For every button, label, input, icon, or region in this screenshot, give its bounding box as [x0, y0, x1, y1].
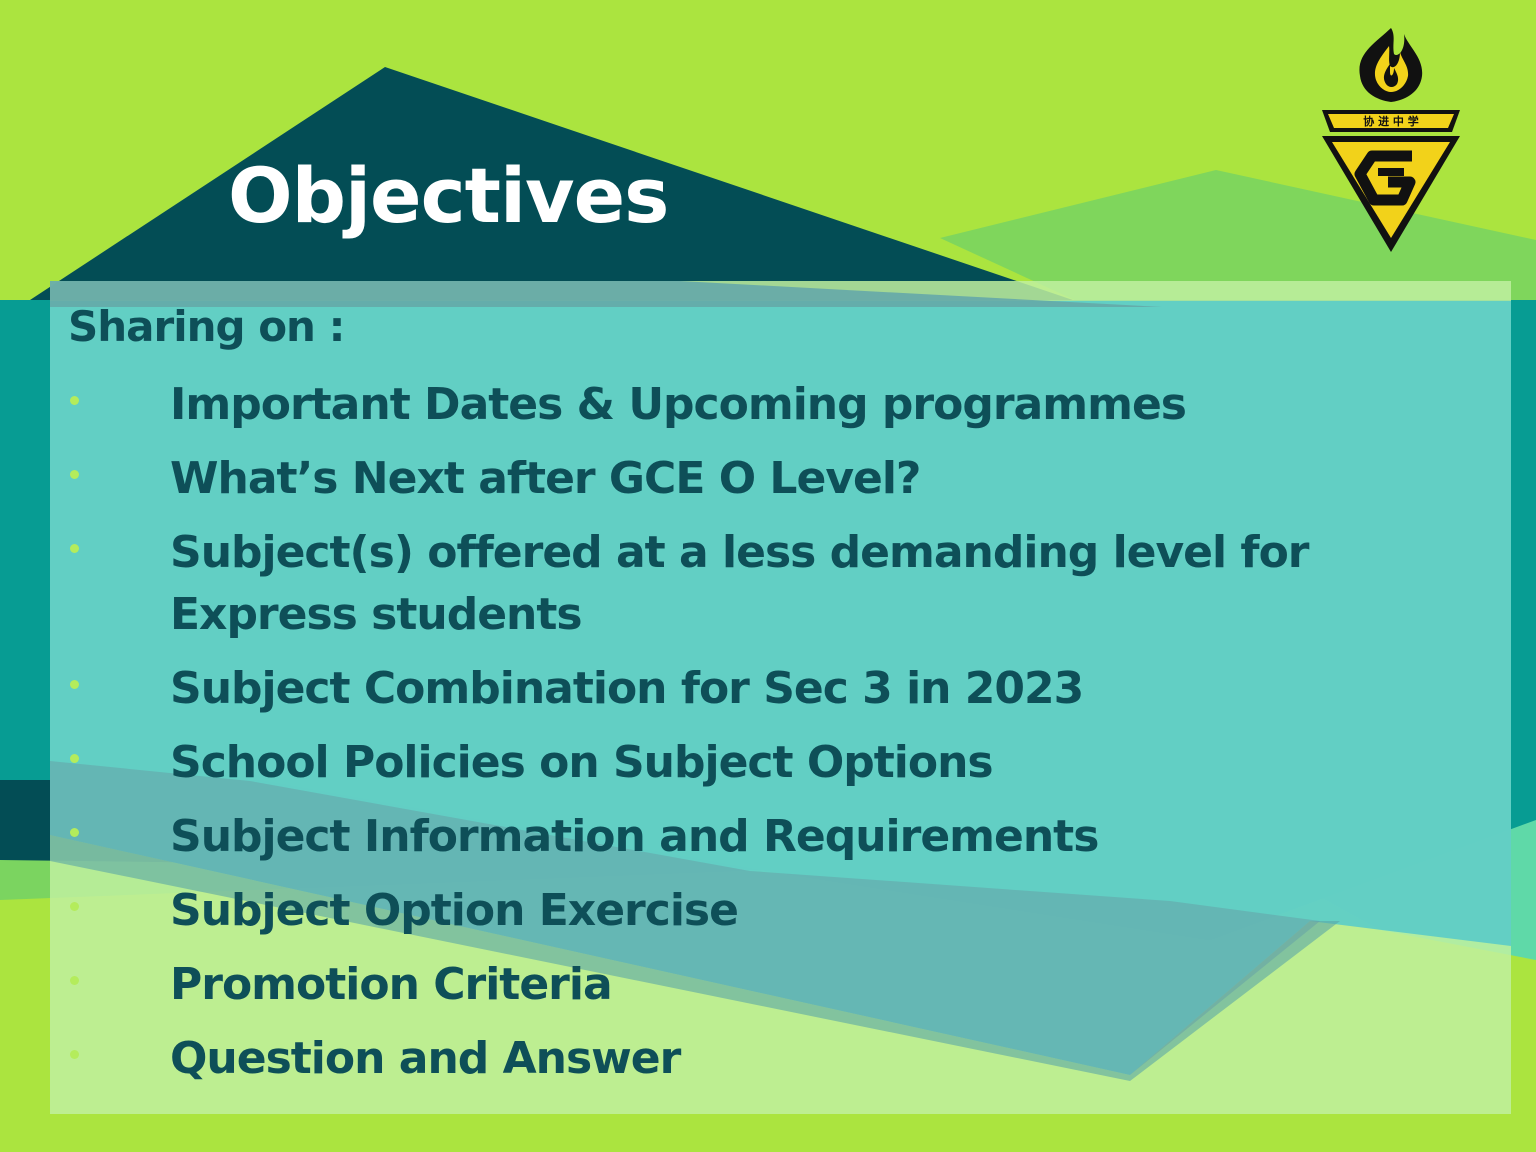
list-item: Promotion Criteria	[0, 954, 1536, 1016]
school-crest-icon: 协 进 中 学	[1322, 28, 1460, 252]
list-item: Question and Answer	[0, 1028, 1536, 1090]
objectives-list: Important Dates & Upcoming programmes Wh…	[0, 374, 1536, 1102]
bullet-icon	[70, 396, 79, 405]
bullet-icon	[70, 680, 79, 689]
bullet-icon	[70, 544, 79, 553]
bullet-icon	[70, 976, 79, 985]
list-item-text: Promotion Criteria	[170, 959, 613, 1010]
intro-text: Sharing on :	[68, 302, 345, 351]
list-item: Subject Option Exercise	[0, 880, 1536, 942]
bullet-icon	[70, 828, 79, 837]
crest-text: 协 进 中 学	[1363, 114, 1419, 128]
bullet-icon	[70, 470, 79, 479]
content-panel	[50, 281, 1511, 1114]
list-item: Subject Information and Requirements	[0, 806, 1536, 868]
list-item: School Policies on Subject Options	[0, 732, 1536, 794]
bullet-icon	[70, 754, 79, 763]
list-item-text: Subject(s) offered at a less demanding l…	[170, 527, 1310, 640]
list-item: Subject Combination for Sec 3 in 2023	[0, 658, 1536, 720]
list-item-text: Subject Option Exercise	[170, 885, 739, 936]
list-item: Subject(s) offered at a less demanding l…	[0, 522, 1536, 646]
list-item: Important Dates & Upcoming programmes	[0, 374, 1536, 436]
slide-title: Objectives	[228, 151, 669, 240]
list-item-text: School Policies on Subject Options	[170, 737, 994, 788]
list-item-text: What’s Next after GCE O Level?	[170, 453, 921, 504]
bullet-icon	[70, 1050, 79, 1059]
list-item-text: Question and Answer	[170, 1033, 681, 1084]
list-item-text: Subject Combination for Sec 3 in 2023	[170, 663, 1084, 714]
bullet-icon	[70, 902, 79, 911]
list-item: What’s Next after GCE O Level?	[0, 448, 1536, 510]
list-item-text: Important Dates & Upcoming programmes	[170, 379, 1187, 430]
list-item-text: Subject Information and Requirements	[170, 811, 1099, 862]
